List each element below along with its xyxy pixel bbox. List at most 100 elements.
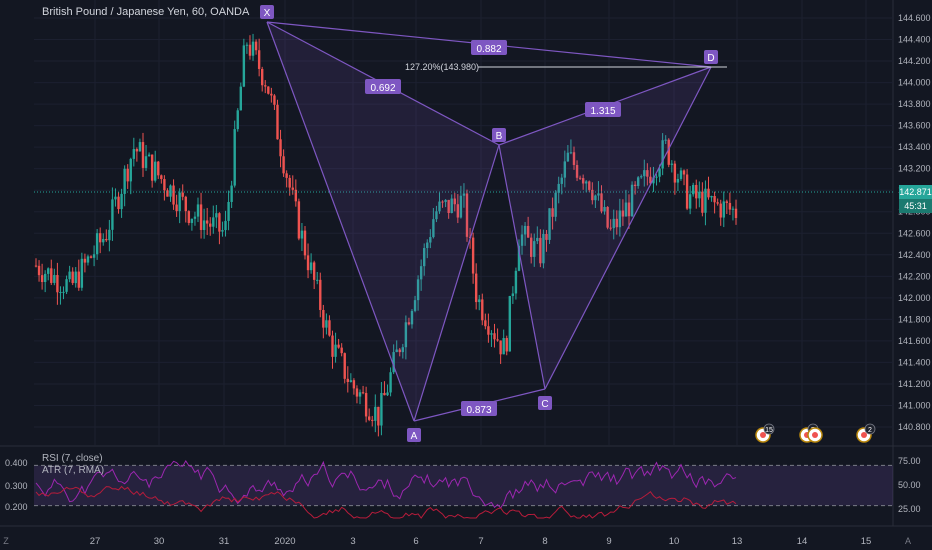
candle-body xyxy=(545,233,548,240)
candle-body xyxy=(701,191,704,213)
candle-body xyxy=(646,170,649,177)
candle-body xyxy=(505,338,508,352)
candle-body xyxy=(520,234,524,246)
ratio-box xyxy=(461,401,497,416)
candle-body xyxy=(371,419,374,421)
candle-body xyxy=(621,210,625,217)
time-tick-label: 2020 xyxy=(274,536,295,547)
candle-body xyxy=(129,158,132,182)
candle-body xyxy=(312,262,316,280)
candle-body xyxy=(218,213,221,232)
candle-body xyxy=(117,196,120,210)
price-tick-label: 144.600 xyxy=(898,13,931,23)
candle-body xyxy=(377,406,380,426)
candle-body xyxy=(575,164,579,178)
candle-body xyxy=(728,202,732,210)
rsi-tick-label: 75.00 xyxy=(898,456,921,466)
candle-body xyxy=(450,198,453,213)
candle-body xyxy=(65,279,68,292)
candle-body xyxy=(297,201,301,239)
candle-body xyxy=(652,177,655,184)
pattern-point-box xyxy=(492,128,506,142)
candle-body xyxy=(86,256,90,263)
candle-body xyxy=(251,41,255,56)
candle-body xyxy=(178,192,181,212)
candle-body xyxy=(471,237,475,274)
candle-body xyxy=(615,218,618,228)
candle-body xyxy=(374,406,377,421)
candle-body xyxy=(138,142,142,152)
candle-body xyxy=(490,333,493,335)
candle-body xyxy=(285,173,288,178)
candle-body xyxy=(731,208,735,210)
candle-body xyxy=(710,196,713,198)
candle-body xyxy=(594,195,597,201)
pattern-point-label: C xyxy=(541,399,548,410)
candle-body xyxy=(294,189,298,202)
candle-body xyxy=(212,217,215,227)
candle-body xyxy=(392,352,395,373)
price-tick-label: 143.400 xyxy=(898,142,931,152)
candle-body xyxy=(716,202,719,204)
price-tick-label: 143.600 xyxy=(898,121,931,131)
pattern-point-box xyxy=(538,396,552,410)
candle-body xyxy=(367,416,371,420)
harmonic-pattern: 127.20%(143.980) X A B C D 0.692 0.882 1.315 0.87… xyxy=(260,5,876,443)
candle-body xyxy=(698,191,701,199)
pattern-leg xyxy=(544,66,712,390)
atr-label[interactable]: ATR (7, RMA) xyxy=(42,465,105,476)
candle-body xyxy=(572,152,576,165)
rsi-label[interactable]: RSI (7, close) xyxy=(42,453,103,464)
ratio-label: 1.315 xyxy=(590,106,615,117)
candle-body xyxy=(719,203,722,218)
candle-body xyxy=(643,170,646,177)
candle-body xyxy=(655,176,658,178)
candle-body xyxy=(361,392,365,394)
candle-body xyxy=(432,219,435,238)
pattern-triangle-bcd xyxy=(499,67,711,389)
price-tick-label: 141.400 xyxy=(898,357,931,367)
candle-body xyxy=(557,183,560,193)
candle-body xyxy=(401,347,405,353)
ratio-box xyxy=(471,40,507,55)
candle-body xyxy=(618,210,622,228)
candle-body xyxy=(349,380,353,382)
candle-body xyxy=(533,241,536,257)
candle-body xyxy=(563,161,567,178)
candle-body xyxy=(77,271,80,288)
candle-body xyxy=(169,185,172,197)
candle-body xyxy=(438,201,441,212)
pattern-leg xyxy=(413,144,500,422)
candle-body xyxy=(43,273,47,283)
pattern-leg xyxy=(266,21,415,422)
timezone-button[interactable]: Z xyxy=(3,536,9,546)
candle-body xyxy=(242,45,246,87)
candle-body xyxy=(239,86,243,111)
calendar-event-icon-dot xyxy=(812,432,818,438)
candle-body xyxy=(389,372,392,393)
event-count: 2 xyxy=(868,427,872,434)
candle-body xyxy=(416,279,420,301)
last-price-tag: 142.871 xyxy=(899,185,932,199)
indicator-pane: 0.400 0.300 0.200 75.00 50.00 25.00 xyxy=(5,456,921,519)
candle-body xyxy=(71,271,74,284)
price-tick-label: 141.200 xyxy=(898,379,931,389)
auto-scale-button[interactable]: A xyxy=(904,536,911,546)
candle-body xyxy=(276,104,279,140)
candle-body xyxy=(606,206,609,228)
candle-body xyxy=(80,258,84,288)
candle-body xyxy=(319,279,322,310)
pattern-leg xyxy=(498,144,546,390)
candle-body xyxy=(603,206,606,212)
candle-body xyxy=(334,344,337,357)
candle-body xyxy=(679,170,683,179)
price-tick-label: 141.800 xyxy=(898,314,931,324)
candle-body xyxy=(667,139,670,165)
candle-body xyxy=(221,230,224,232)
candle-body xyxy=(597,193,600,196)
rsi-band xyxy=(34,465,893,506)
candle-body xyxy=(126,168,129,182)
candle-body xyxy=(236,110,239,130)
candle-body xyxy=(423,248,426,267)
